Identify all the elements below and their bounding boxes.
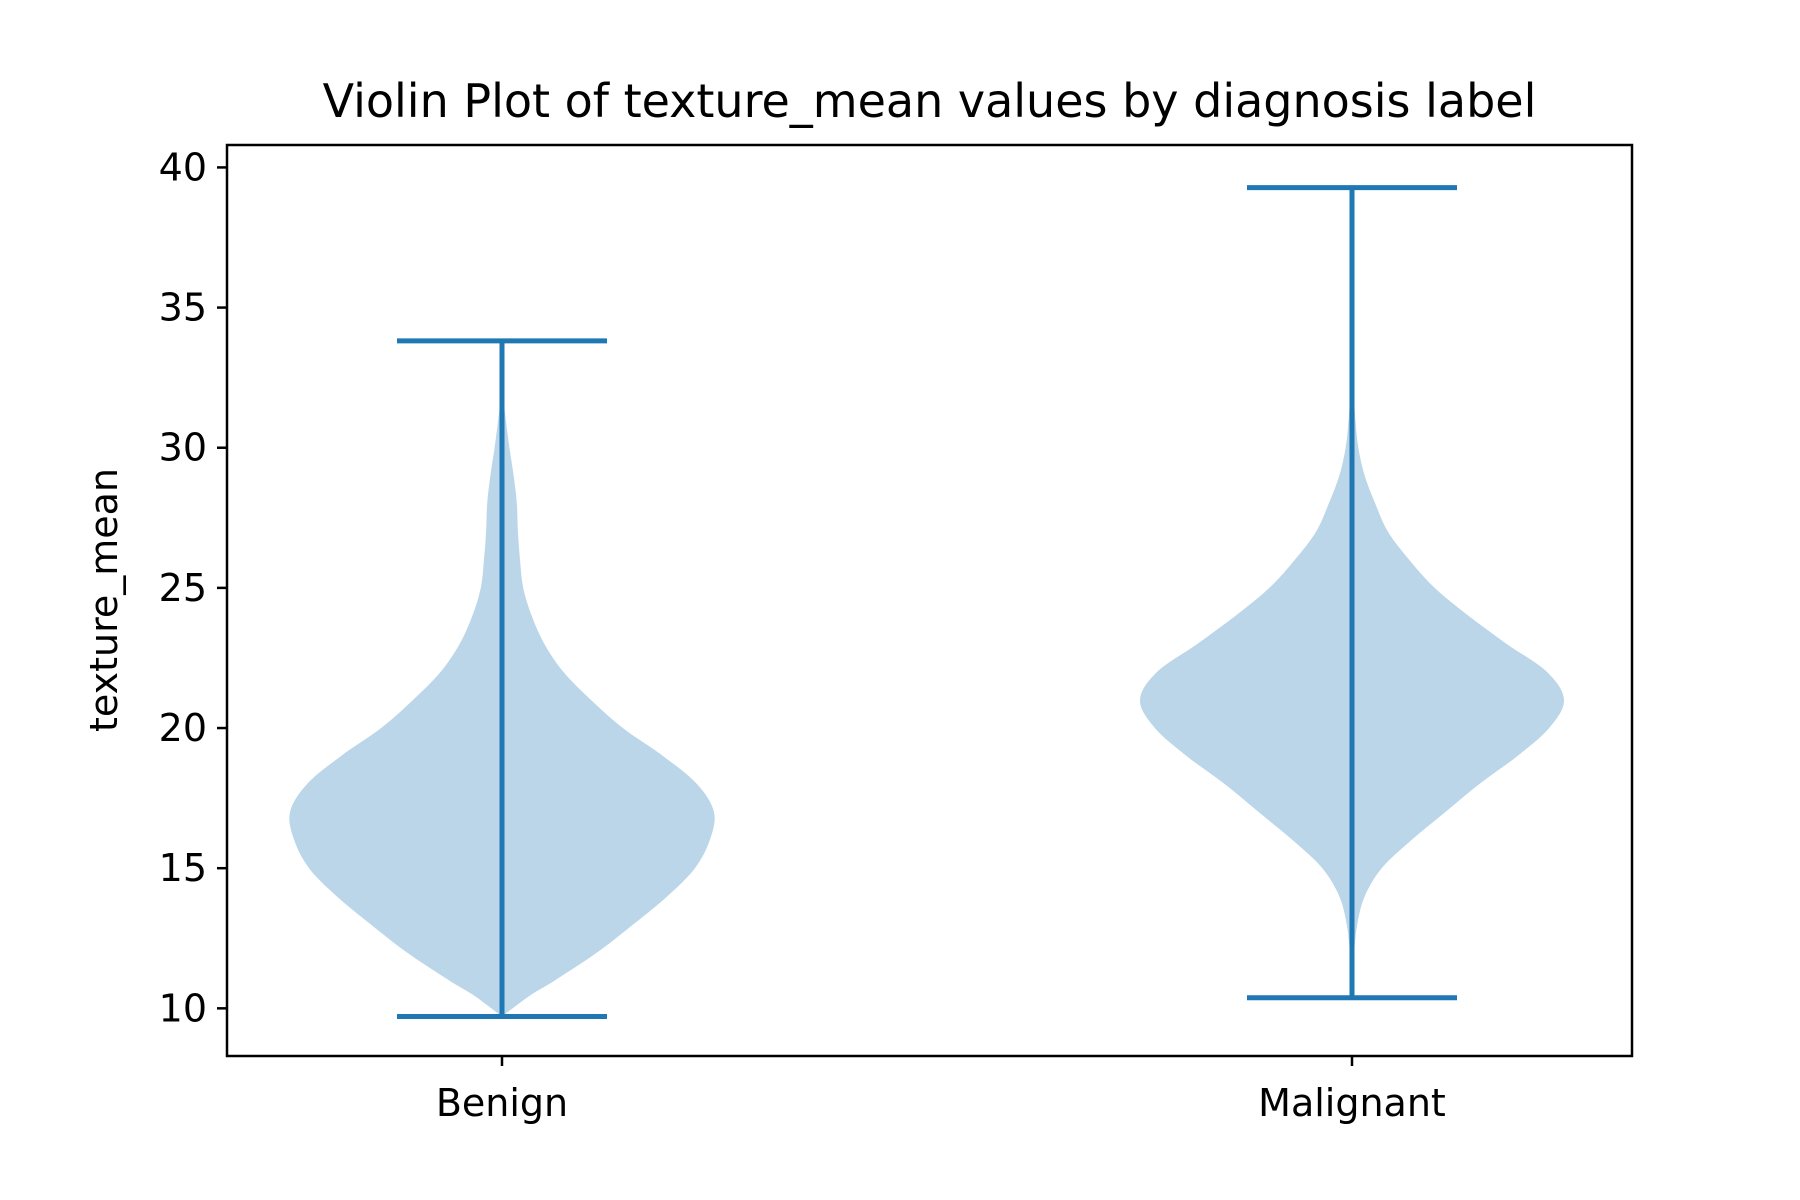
x-tick-label: Malignant <box>1258 1081 1446 1125</box>
y-tick-label: 30 <box>159 426 207 470</box>
y-tick-label: 10 <box>159 986 207 1030</box>
y-tick-label: 35 <box>159 286 207 330</box>
plot-area: 10 15 20 25 30 35 40 Benign Malignant <box>159 143 1634 1125</box>
y-tick-label: 15 <box>159 846 207 890</box>
y-axis-label: texture_mean <box>82 468 126 732</box>
y-tick-label: 40 <box>159 145 207 189</box>
chart-title: Violin Plot of texture_mean values by di… <box>323 74 1537 128</box>
axes-frame <box>225 143 1634 1058</box>
y-tick-label: 25 <box>159 566 207 610</box>
y-axis-ticks: 10 15 20 25 30 35 40 <box>159 145 227 1030</box>
x-tick-label: Benign <box>436 1081 568 1125</box>
x-axis-ticks: Benign Malignant <box>436 1056 1446 1125</box>
violin-layer <box>289 185 1565 1019</box>
y-tick-label: 20 <box>159 706 207 750</box>
